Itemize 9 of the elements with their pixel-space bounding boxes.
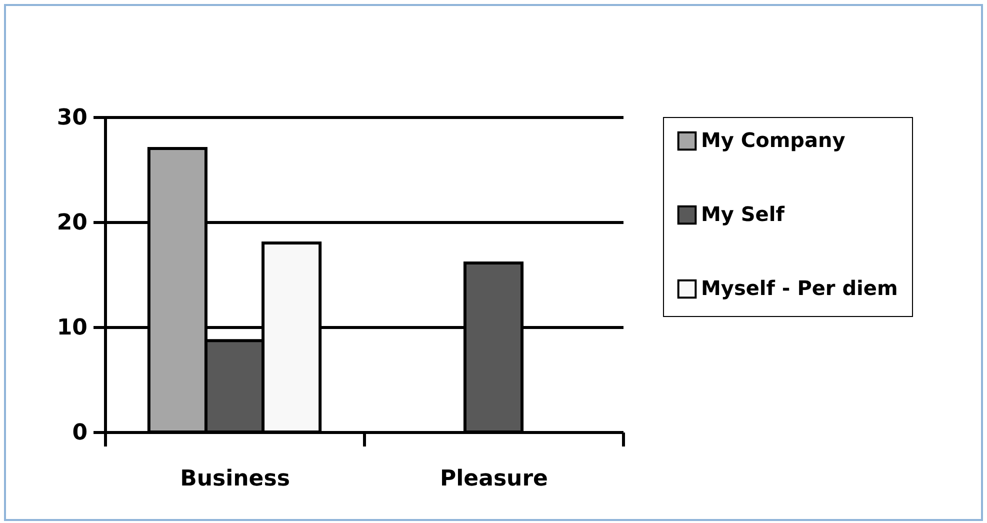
y-tick-label: 30	[56, 106, 88, 130]
x-tick-label: Business	[180, 466, 290, 492]
legend-label: My Self	[701, 202, 785, 226]
legend-label: My Company	[701, 128, 846, 152]
legend-label: Myself - Per diem	[701, 276, 898, 300]
x-tick-label: Pleasure	[440, 466, 548, 492]
y-tick-label: 20	[56, 210, 88, 236]
y-tick-label: 0	[72, 420, 88, 446]
y-tick-label: 10	[56, 316, 88, 340]
